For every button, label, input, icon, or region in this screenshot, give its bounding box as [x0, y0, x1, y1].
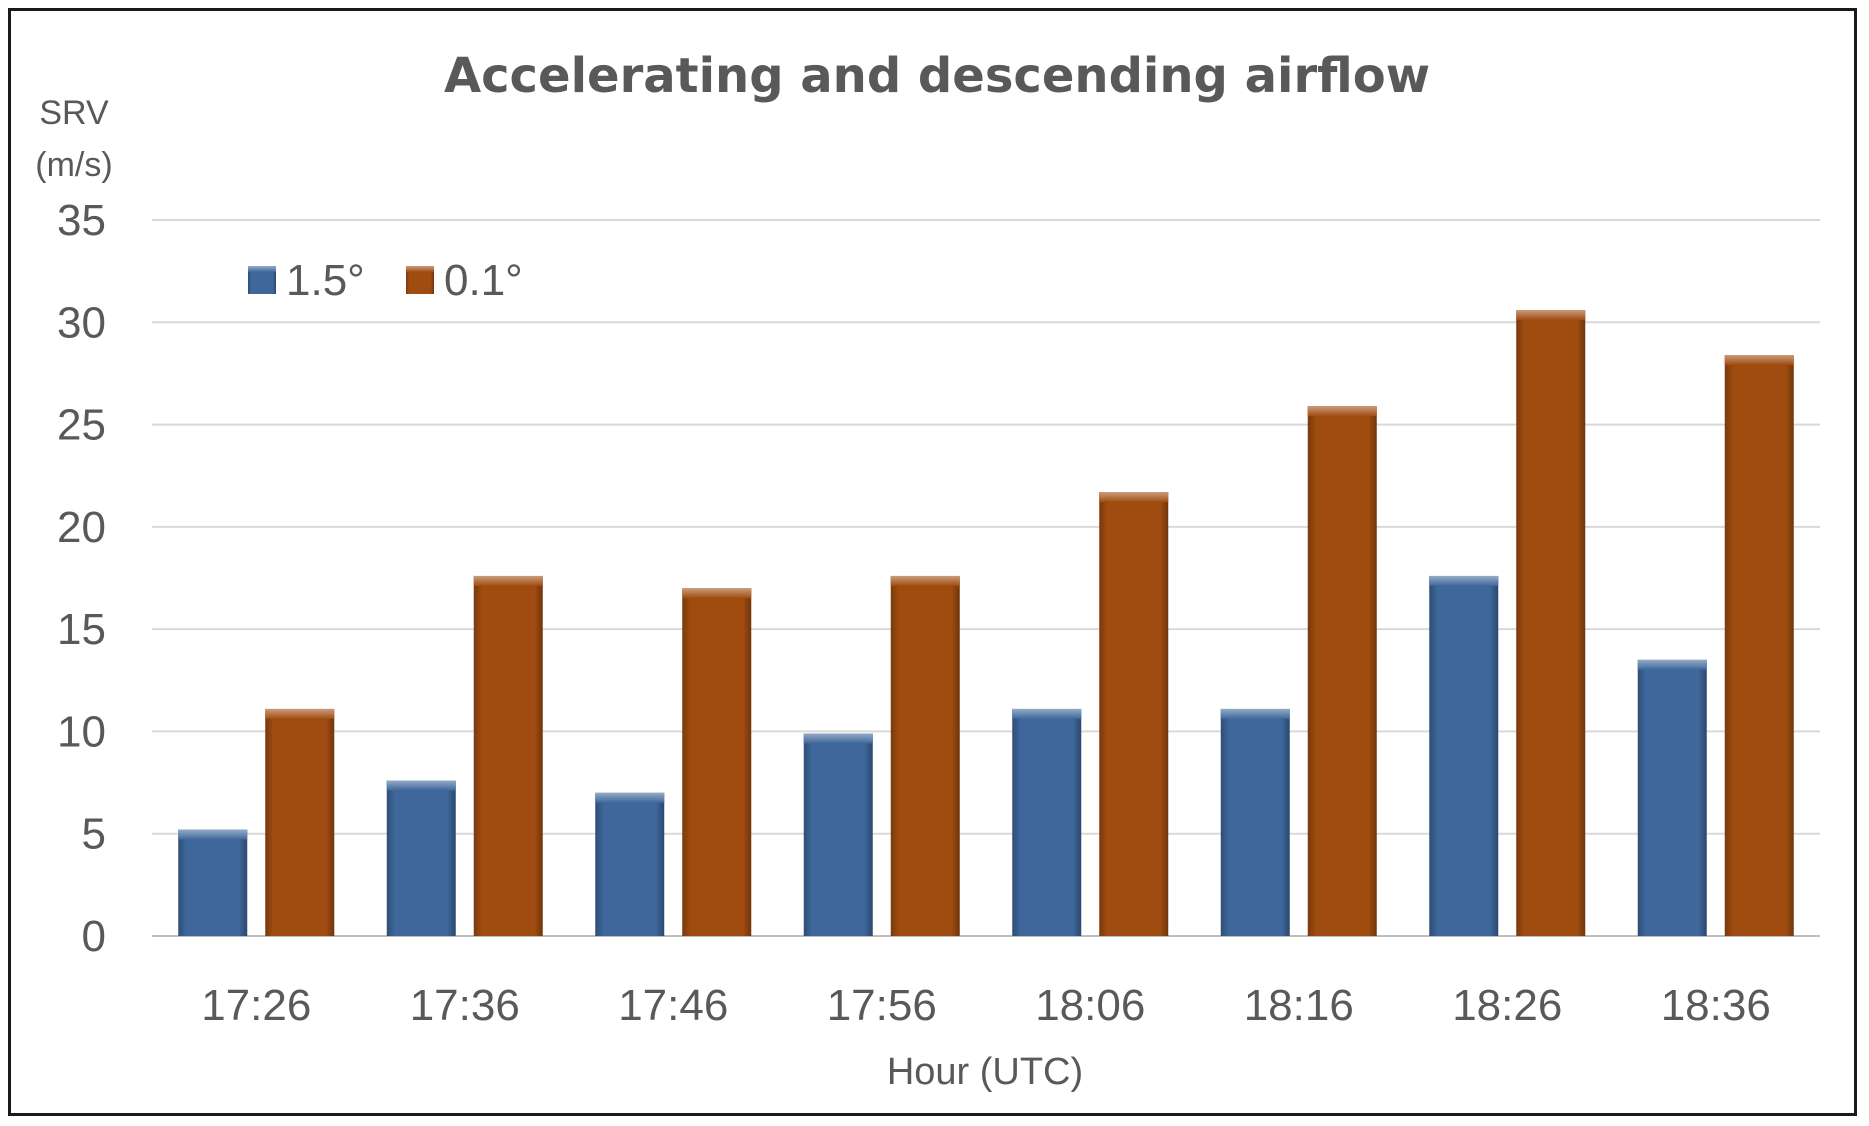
bar-bevel [1724, 355, 1794, 366]
bar-series1-1726 [178, 829, 248, 936]
bar-series2-1806 [1099, 492, 1169, 936]
x-tick-label: 18:16 [1244, 981, 1354, 1030]
y-tick-label: 30 [57, 298, 106, 347]
y-tick-label: 10 [57, 707, 106, 756]
bar-bevel [473, 575, 543, 586]
legend-label: 0.1° [444, 256, 523, 305]
bar-bevel [265, 708, 335, 719]
legend-swatch-bevel [406, 266, 434, 272]
bar-series1-1746 [595, 792, 665, 936]
y-tick-label: 20 [57, 503, 106, 552]
bar-series2-1746 [682, 588, 752, 936]
legend: 1.5° 0.1° [248, 256, 523, 305]
bar-bevel [1429, 575, 1499, 586]
bar-bevel [1307, 406, 1377, 417]
x-tick-label: 17:46 [618, 981, 728, 1030]
bar-bevel [1637, 659, 1707, 670]
bar-series2-1736 [473, 575, 543, 936]
bar-series1-1806 [1012, 708, 1082, 936]
y-axis-unit: (m/s) [35, 146, 112, 184]
bar-bevel [1516, 310, 1586, 321]
bar-series2-1756 [890, 575, 960, 936]
bars [178, 310, 1794, 936]
bar-bevel [1099, 492, 1169, 503]
x-tick-label: 17:26 [201, 981, 311, 1030]
y-tick-label: 5 [82, 810, 106, 859]
bar-series1-1756 [803, 733, 873, 936]
bar-series1-1836 [1637, 659, 1707, 936]
bar-series2-1836 [1724, 355, 1794, 936]
bar-bevel [803, 733, 873, 744]
legend-swatch-bevel [248, 266, 276, 272]
x-tick-label: 18:26 [1452, 981, 1562, 1030]
bar-bevel [682, 588, 752, 599]
x-tick-label: 18:36 [1661, 981, 1771, 1030]
y-tick-label: 25 [57, 401, 106, 450]
bar-bevel [1012, 708, 1082, 719]
bar-series1-1826 [1429, 575, 1499, 936]
y-tick-label: 0 [82, 912, 106, 961]
x-axis-ticks: 17:26 17:36 17:46 17:56 18:06 18:16 18:26 18:36 [201, 981, 1771, 1030]
chart-title: Accelerating and descending airflow [444, 48, 1430, 104]
y-axis-ticks: 0 5 10 15 20 25 30 35 [57, 196, 106, 961]
bar-bevel [595, 792, 665, 803]
x-tick-label: 17:36 [410, 981, 520, 1030]
x-tick-label: 18:06 [1035, 981, 1145, 1030]
bar-bevel [1220, 708, 1290, 719]
bar-bevel [178, 829, 248, 840]
y-axis-label: SRV [39, 94, 109, 132]
bar-series2-1816 [1307, 406, 1377, 936]
x-axis-label: Hour (UTC) [887, 1051, 1083, 1093]
bar-series2-1726 [265, 708, 335, 936]
x-tick-label: 17:56 [827, 981, 937, 1030]
y-tick-label: 35 [57, 196, 106, 245]
bar-bevel [890, 575, 960, 586]
y-tick-label: 15 [57, 605, 106, 654]
legend-label: 1.5° [286, 256, 365, 305]
bar-series2-1826 [1516, 310, 1586, 936]
bar-series1-1736 [386, 780, 456, 936]
bar-series1-1816 [1220, 708, 1290, 936]
bar-bevel [386, 780, 456, 791]
